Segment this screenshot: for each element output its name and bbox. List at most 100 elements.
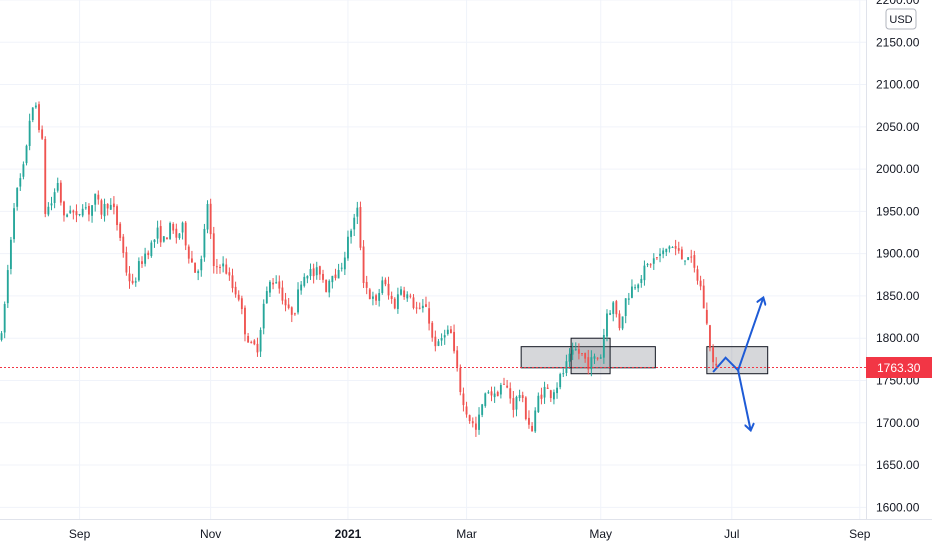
- candle-up: [309, 263, 312, 280]
- candle-up: [22, 161, 25, 180]
- candle-down: [187, 244, 190, 264]
- last-price-label: 1763.30: [877, 361, 921, 375]
- candle-body: [362, 246, 365, 284]
- candle-down: [453, 324, 456, 354]
- candle-body: [312, 268, 315, 277]
- y-axis-ticks: 2200.00 2150.00 2100.00 2050.00 2000.00 1950.…: [876, 0, 920, 514]
- candle-body: [393, 298, 396, 309]
- candle-down: [465, 401, 468, 418]
- candle-body: [88, 205, 90, 215]
- candle-body: [559, 374, 562, 388]
- candle-body: [63, 201, 65, 216]
- candle-down: [172, 222, 175, 234]
- candle-up: [162, 235, 165, 243]
- candle-body: [493, 393, 496, 398]
- candle-body: [381, 280, 384, 293]
- candle-down: [287, 297, 290, 310]
- candle-body: [621, 316, 624, 329]
- candle-body: [671, 246, 674, 248]
- candle-down: [237, 290, 240, 302]
- candle-body: [112, 203, 115, 208]
- candle-up: [66, 213, 69, 218]
- candle-body: [562, 373, 565, 375]
- candle-down: [462, 387, 465, 412]
- candle-down: [325, 279, 328, 293]
- candle-body: [19, 178, 22, 187]
- last-price-tag-bg: [866, 357, 932, 378]
- candle-down: [293, 312, 296, 316]
- candle-body: [596, 357, 599, 359]
- candle-body: [287, 304, 290, 309]
- candle-body: [309, 269, 312, 277]
- candle-up: [631, 279, 633, 299]
- candle-up: [25, 144, 28, 166]
- candle-body: [190, 258, 193, 263]
- candle-body: [503, 383, 505, 385]
- candle-body: [281, 287, 284, 301]
- candle-body: [212, 233, 215, 267]
- candle-body: [712, 347, 715, 363]
- candle-up: [652, 253, 655, 270]
- candle-body: [453, 331, 456, 352]
- candle-down: [256, 337, 259, 357]
- y-tick-label: 1950.00: [876, 204, 920, 218]
- currency-label: USD: [889, 14, 912, 26]
- candle-up: [94, 193, 97, 212]
- candle-up: [562, 368, 565, 378]
- candle-body: [587, 357, 590, 370]
- candle-up: [353, 213, 356, 237]
- x-tick-label: Sep: [849, 527, 871, 541]
- candle-up: [0, 331, 3, 342]
- candle-body: [428, 308, 431, 324]
- candle-up: [484, 392, 487, 408]
- candle-down: [112, 196, 115, 215]
- candle-down: [434, 330, 437, 352]
- candle-up: [259, 327, 262, 357]
- candle-up: [446, 325, 449, 336]
- candle-up: [13, 203, 15, 243]
- currency-badge-frame: [885, 8, 917, 30]
- candle-body: [240, 298, 243, 310]
- candle-up: [534, 407, 537, 433]
- price-axis-bg: [866, 0, 932, 520]
- candle-down: [677, 241, 680, 254]
- candle-down: [693, 250, 696, 273]
- candle-up: [671, 246, 674, 248]
- candle-body: [187, 246, 190, 259]
- candle-body: [69, 210, 72, 213]
- candle-body: [28, 120, 31, 146]
- x-tick-label: Jul: [724, 527, 739, 541]
- candle-body: [265, 291, 268, 304]
- candle-up: [627, 292, 630, 305]
- candle-down: [496, 390, 499, 397]
- candle-body: [300, 284, 303, 291]
- candle-up: [571, 342, 574, 361]
- currency-badge[interactable]: USD: [885, 8, 917, 30]
- candle-down: [490, 386, 493, 402]
- candle-up: [687, 257, 690, 261]
- candle-up: [6, 264, 9, 308]
- candle-body: [293, 313, 296, 315]
- candle-body: [209, 203, 212, 235]
- candle-body: [506, 385, 509, 388]
- candle-body: [662, 250, 665, 255]
- candle-up: [262, 299, 265, 335]
- candle-body: [612, 302, 615, 314]
- candle-down: [219, 264, 221, 274]
- candle-down: [38, 101, 40, 133]
- candle-up: [169, 221, 172, 240]
- candle-down: [190, 250, 193, 263]
- candle-body: [97, 194, 100, 200]
- candle-body: [602, 334, 605, 358]
- candle-body: [375, 295, 377, 301]
- candle-up: [356, 201, 359, 225]
- candle-body: [568, 353, 571, 362]
- candle-body: [275, 282, 278, 284]
- candle-body: [412, 297, 415, 308]
- candle-body: [22, 164, 25, 177]
- y-tick-label: 2050.00: [876, 120, 920, 134]
- candle-down: [418, 302, 421, 310]
- candle-up: [552, 389, 555, 405]
- candle-body: [206, 204, 209, 230]
